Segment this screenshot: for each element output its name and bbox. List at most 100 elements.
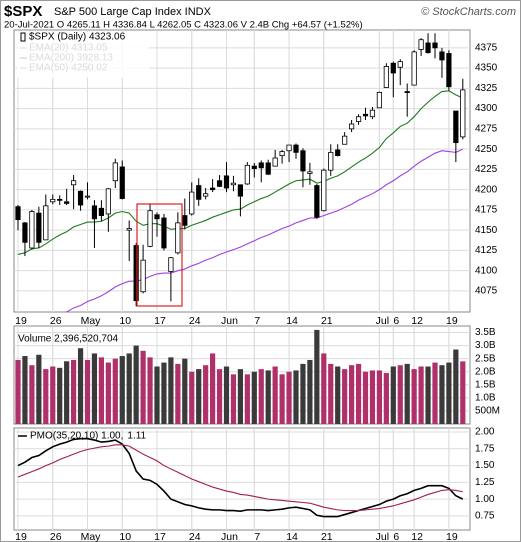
x-tick-label: 19 [15,315,27,327]
candle-body [230,182,237,186]
candle-body [237,184,243,197]
volume-bar [279,374,285,424]
y-tick-label: 1.0B [475,393,496,404]
x-tick-label: Jun [221,531,238,542]
y-tick-label: 0.75 [475,511,495,522]
candle-body [383,66,389,88]
price-info: 20-Jul-2021 O 4265.11 H 4336.84 L 4262.0… [4,20,363,31]
candle-body [404,91,410,93]
y-tick-label: 1.75 [475,443,495,454]
y-tick-label: 2.5B [475,353,496,364]
volume-bar [22,356,28,424]
candle-body [84,195,91,198]
volume-bar [453,349,459,424]
volume-bar [43,369,49,424]
candle-body [140,259,146,293]
x-tick-label: 21 [321,315,333,327]
y-tick-label: 4275 [475,124,498,135]
volume-bar [216,369,223,424]
x-tick-label: 17 [154,315,166,327]
x-tick-label: Jul [376,531,389,542]
candle-body [453,110,459,144]
volume-bar [355,363,362,424]
volume-bar [237,369,243,424]
candle-body [36,212,42,243]
candle-body [154,214,160,220]
pmo-line [17,444,463,512]
candle-body [272,157,278,167]
volume-bar [196,369,202,424]
volume-bar [300,363,306,424]
volume-bar [342,369,348,424]
candle-body [432,42,438,49]
candle-body [293,144,299,153]
candle-body [369,109,376,118]
volume-bar [29,365,35,424]
volume-bar [15,359,21,424]
y-tick-label: 4175 [475,205,498,216]
volume-bar [140,350,146,424]
volume-bar [230,374,237,424]
volume-bar [418,366,424,424]
volume-bar [335,366,341,424]
pmo-panel [13,427,471,531]
candle-body [71,180,77,186]
candle-body [390,62,396,74]
volume-bar [425,366,431,424]
volume-bar [321,353,327,424]
candle-body [196,185,202,200]
volume-bar [251,371,257,424]
candle-body [321,169,327,212]
volume-title: Volume 2,396,520,704 [18,334,119,345]
y-tick-label: 4200 [475,184,498,195]
y-tick-label: 3.0B [475,340,496,351]
volume-bar [383,373,389,424]
candle-body [77,190,84,206]
x-tick-label: 14 [286,531,298,542]
candle-body [307,171,313,174]
y-tick-label: 1.00 [475,494,495,505]
y-tick-label: 4150 [475,225,498,236]
volume-bar [161,362,167,424]
candle-body [168,257,174,272]
candle-body [265,162,271,175]
volume-bar [362,371,369,424]
x-tick-label: 7 [254,315,260,327]
x-tick-label: 19 [446,531,458,542]
y-tick-label: 4300 [475,103,498,114]
candle-body [43,205,49,241]
ema-line [65,148,464,312]
volume-bar [71,359,77,424]
x-tick-label: 14 [286,315,298,327]
volume-bar [105,362,111,424]
candle-body [29,211,35,249]
watermark: © StockCharts.com [421,6,516,18]
x-tick-label: 10 [119,315,131,327]
volume-bar [369,370,376,424]
x-tick-label: 21 [321,531,333,542]
highlight-box [136,203,183,307]
volume-bar [328,363,334,424]
x-tick-label: 6 [393,315,399,327]
candle-body [223,175,230,189]
volume-bar [50,366,56,424]
candle-body [15,206,21,221]
volume-bar [77,348,84,424]
volume-bar [223,366,230,424]
volume-bar [314,329,320,424]
candle-body [355,116,362,122]
candle-body [105,188,111,215]
volume-bar [293,370,299,424]
y-tick-label: 500M [475,406,500,417]
candle-body [446,53,452,88]
candle-body [98,207,104,216]
x-tick-label: 26 [50,315,62,327]
symbol: $SPX [4,3,42,20]
candle-body [112,162,118,182]
volume-bar [147,357,153,424]
candle-body [335,149,341,157]
volume-bar [404,363,410,424]
y-tick-label: 4225 [475,164,498,175]
y-tick-label: 1.50 [475,460,495,471]
volume-bar [411,369,417,424]
